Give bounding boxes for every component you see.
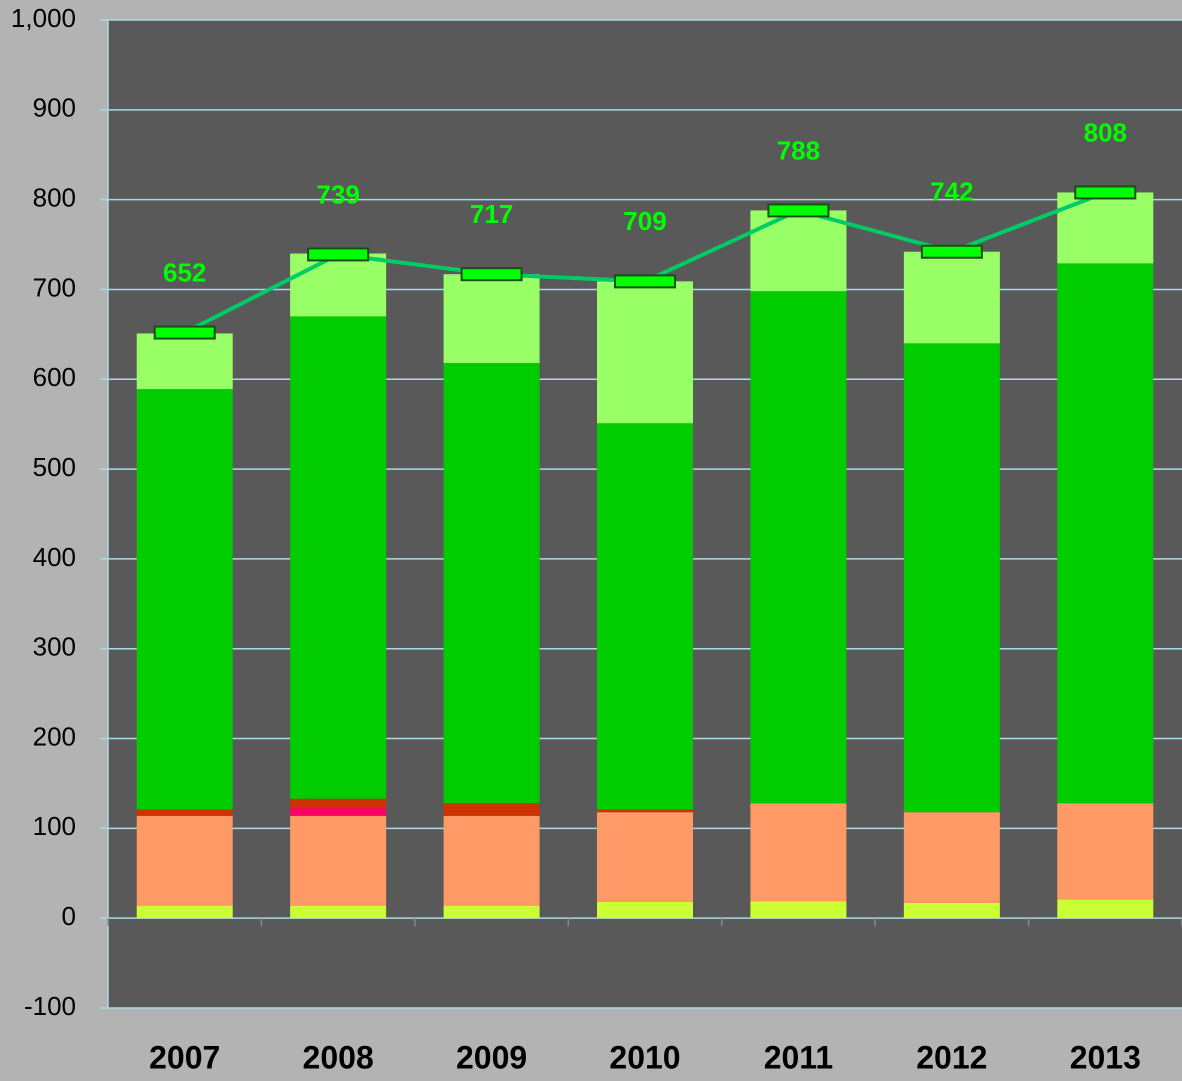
y-tick-label: 0 [62, 901, 76, 931]
bar-segment [290, 815, 387, 906]
y-tick-label: 800 [33, 183, 76, 213]
bar-segment [597, 902, 693, 919]
x-tick-label: 2009 [456, 1039, 527, 1075]
line-marker [614, 274, 676, 289]
bar-segment [443, 363, 540, 804]
line-marker [307, 247, 370, 262]
bar-segment [903, 343, 1000, 813]
bar-segment [290, 798, 387, 808]
x-tick-label: 2010 [609, 1039, 680, 1075]
bar-segment [136, 333, 233, 390]
line-marker [460, 267, 523, 282]
data-label: 709 [623, 206, 666, 236]
x-tick-label: 2008 [303, 1039, 374, 1075]
bar-segment [290, 253, 387, 317]
bar-segment [750, 291, 847, 804]
data-label: 788 [777, 135, 820, 165]
y-tick-label: 200 [33, 721, 76, 751]
bar-segment [136, 815, 233, 906]
bar-segment [290, 316, 387, 799]
bar-segment [136, 809, 233, 816]
bar-segment [597, 812, 693, 903]
bar-segment [136, 389, 233, 810]
data-label: 717 [470, 199, 513, 229]
bar-segment [597, 281, 693, 424]
data-label: 739 [316, 179, 359, 209]
data-label: 808 [1084, 117, 1127, 147]
x-tick-label: 2011 [764, 1039, 833, 1075]
data-label: 742 [930, 177, 973, 207]
x-tick-label: 2007 [149, 1039, 220, 1075]
bar-segment [750, 901, 847, 919]
x-tick-label: 2012 [916, 1039, 987, 1075]
line-marker [767, 203, 830, 218]
line-marker [153, 325, 216, 340]
y-tick-label: 400 [33, 542, 76, 572]
bar-segment [750, 803, 847, 902]
y-tick-label: 300 [33, 632, 76, 662]
bar-segment [290, 905, 387, 919]
bar-segment [597, 809, 693, 813]
bar-segment [1057, 192, 1154, 264]
x-tick-label: 2013 [1070, 1039, 1141, 1075]
bar-segment [136, 905, 233, 919]
bar-segment [903, 251, 1000, 344]
y-tick-label: 700 [33, 272, 76, 302]
y-tick-label: 900 [33, 93, 76, 123]
y-tick-label: 600 [33, 362, 76, 392]
bar-segment [443, 815, 540, 906]
bar-segment [1057, 899, 1154, 919]
bar-segment [750, 210, 847, 292]
bar-segment [1057, 263, 1154, 804]
data-label: 652 [163, 257, 206, 287]
line-marker [920, 244, 983, 259]
y-tick-label: 1,000 [11, 3, 76, 33]
bar-segment [443, 274, 540, 364]
bar-segment [1057, 803, 1154, 900]
bar-segment [443, 803, 540, 816]
y-tick-label: 100 [33, 811, 76, 841]
bar-segment [903, 812, 1000, 903]
bar-segment [903, 902, 1000, 919]
y-tick-label: -100 [24, 991, 76, 1021]
bar-segment [597, 423, 693, 810]
bar-segment [290, 807, 387, 816]
y-tick-label: 500 [33, 452, 76, 482]
line-marker [1074, 185, 1137, 200]
bar-segment [443, 905, 540, 919]
